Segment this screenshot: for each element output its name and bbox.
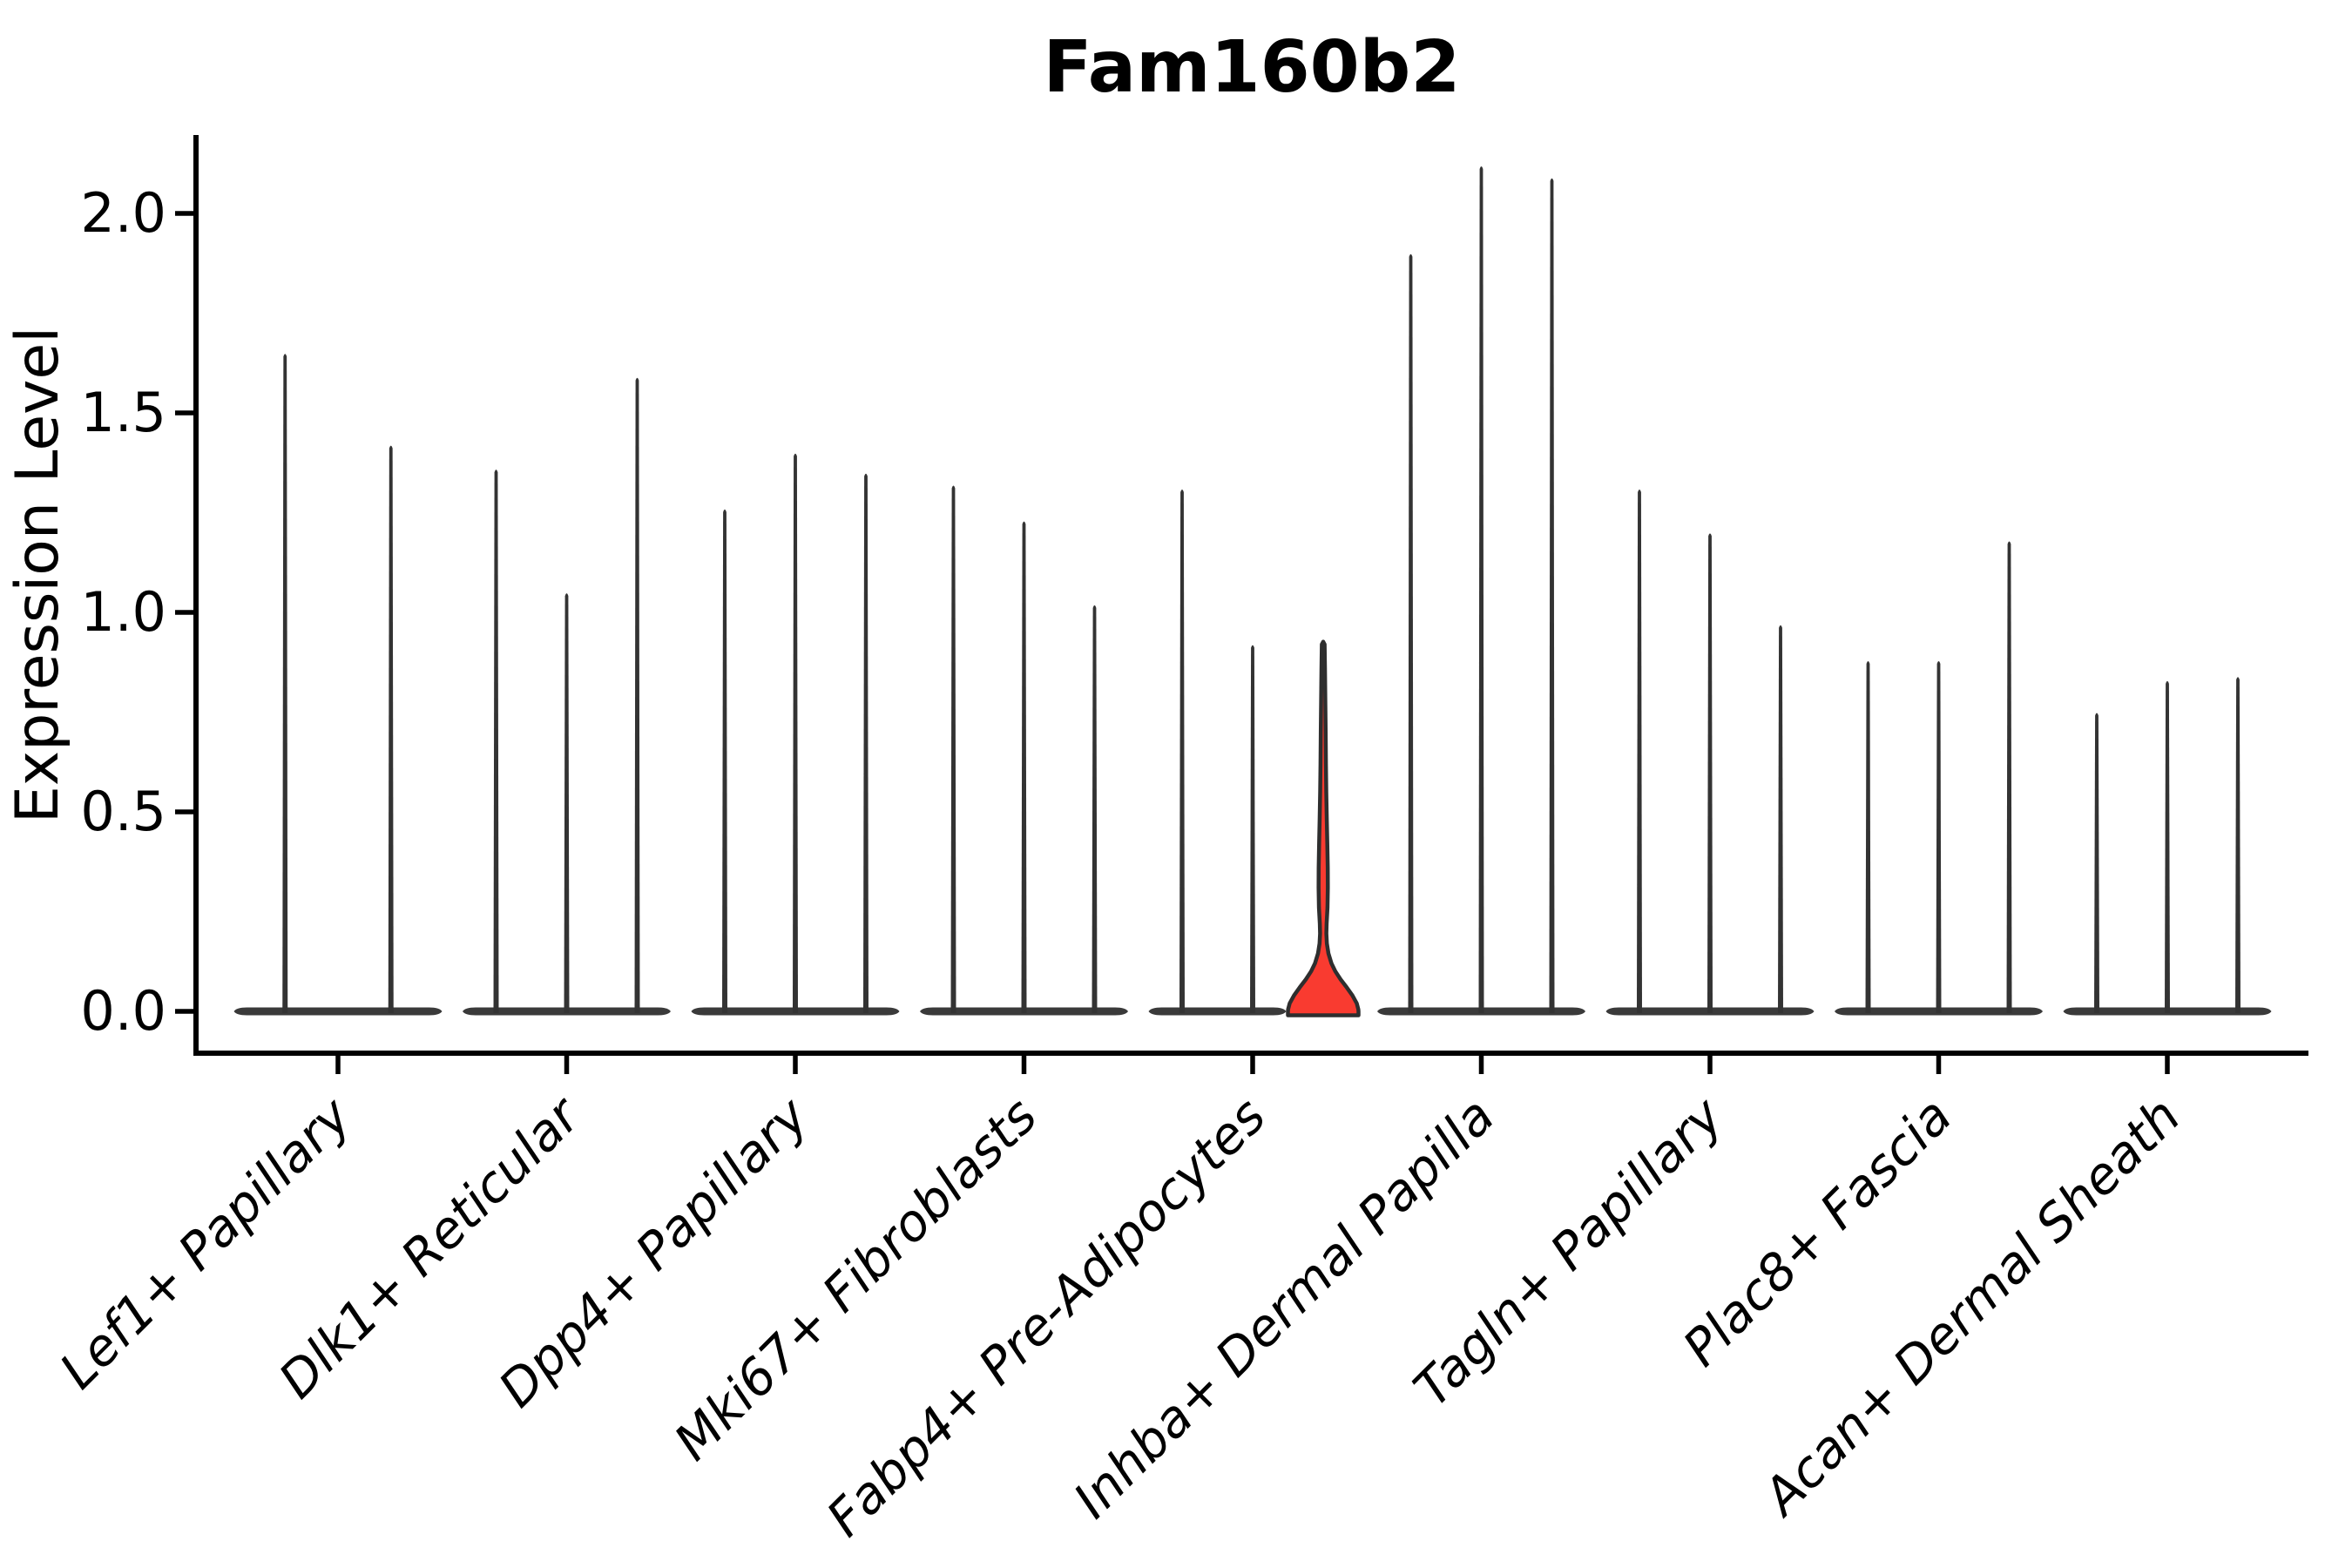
violin-group [920,485,1128,1016]
violin-spike [2006,541,2012,1013]
violin-spike [564,593,570,1013]
violin-spike [722,509,727,1013]
violin-spike [863,473,868,1013]
y-axis-label: Expression Level [3,327,72,823]
violin-spike [1637,490,1642,1013]
x-tick-label: Inhba+ Dermal Papilla [1062,1086,1505,1530]
y-tick-label: 0.5 [80,780,166,843]
violin-baseline [1148,1007,1287,1016]
violin-spike [1936,660,1942,1013]
violin-spike [1092,605,1098,1013]
violin-spike [950,485,956,1013]
violins-layer [233,166,2272,1017]
violin-group [233,354,443,1016]
y-tick-label: 1.0 [80,580,166,644]
violin-spike [1179,490,1185,1013]
violin-group [1148,490,1361,1017]
violin-group [463,377,671,1016]
plot-title: Fam160b2 [1044,26,1461,109]
violin-spike [1865,660,1871,1013]
violin-spike [1478,166,1484,1014]
violin-spike [1549,178,1555,1013]
violin-spike [1707,533,1713,1013]
violin-spike [388,445,394,1013]
violin-group [1835,541,2043,1016]
y-axis-ticks: 0.0 0.5 1.0 1.5 2.0 [80,181,196,1043]
violin-spike [634,377,640,1013]
x-tick-label: Acan+ Dermal Sheath [1749,1086,2192,1529]
violin-baseline [233,1007,443,1016]
violin-spike [1408,253,1414,1013]
violin-spike [493,470,499,1013]
violin-group [2063,677,2272,1016]
violin-spike [1021,521,1027,1013]
violin-spike [282,354,288,1013]
y-tick-label: 0.0 [80,979,166,1043]
violin-spike [1250,645,1255,1013]
y-tick-label: 2.0 [80,181,166,245]
y-tick-label: 1.5 [80,381,166,444]
violin-group [1605,490,1815,1016]
violin-spike [2235,677,2240,1013]
violin-spike [2094,713,2099,1013]
violin-spike [1778,625,1783,1013]
violin-group [691,453,900,1016]
highlighted-violin [1286,639,1361,1017]
violin-spike [793,453,798,1013]
violin-spike [2165,680,2170,1013]
violin-group [1377,166,1585,1016]
x-tick-label: Fabp4+ Pre-Adipocytes [815,1086,1277,1548]
